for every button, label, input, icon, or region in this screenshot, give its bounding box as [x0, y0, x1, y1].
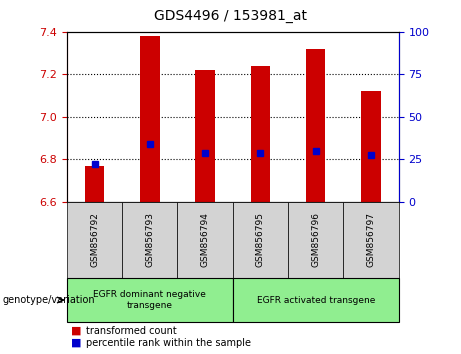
Bar [195, 70, 215, 202]
Bar [140, 36, 160, 202]
Text: ■: ■ [71, 338, 82, 348]
Text: ■: ■ [71, 326, 82, 336]
Text: transformed count: transformed count [86, 326, 177, 336]
Text: GSM856797: GSM856797 [366, 212, 376, 267]
Text: GSM856794: GSM856794 [201, 212, 210, 267]
Text: GSM856795: GSM856795 [256, 212, 265, 267]
Text: GSM856796: GSM856796 [311, 212, 320, 267]
Text: EGFR dominant negative
transgene: EGFR dominant negative transgene [94, 290, 206, 310]
Text: percentile rank within the sample: percentile rank within the sample [86, 338, 251, 348]
Text: EGFR activated transgene: EGFR activated transgene [257, 296, 375, 304]
Text: GDS4496 / 153981_at: GDS4496 / 153981_at [154, 9, 307, 23]
Bar [306, 49, 325, 202]
Bar [85, 166, 104, 202]
Text: genotype/variation: genotype/variation [2, 295, 95, 305]
Bar [361, 91, 381, 202]
Text: GSM856793: GSM856793 [145, 212, 154, 267]
Text: GSM856792: GSM856792 [90, 212, 99, 267]
Bar [251, 66, 270, 202]
